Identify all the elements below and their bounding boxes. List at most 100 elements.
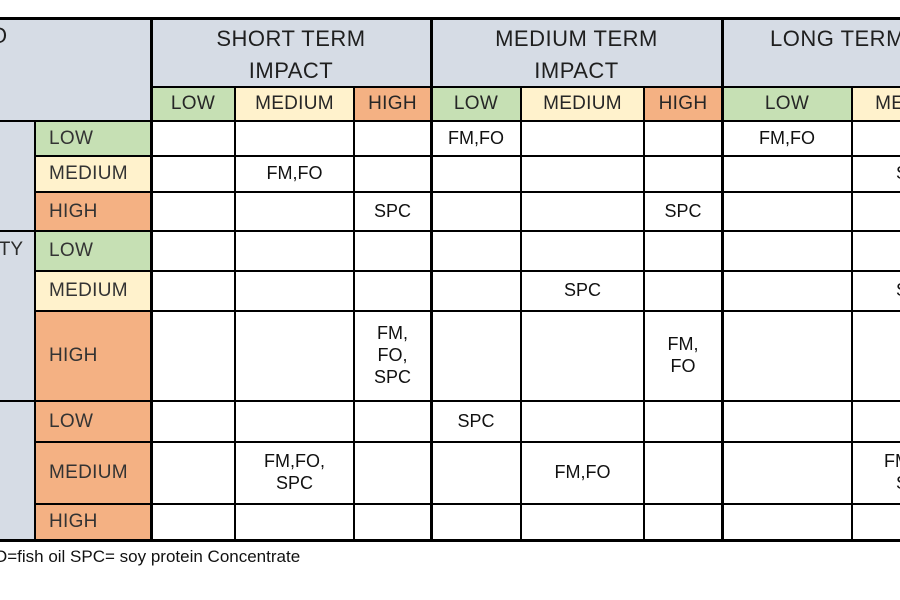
- row-label-high-2: HIGH: [36, 193, 152, 232]
- matrix-cell-r5-c5: SPC: [522, 272, 645, 312]
- matrix-cell-r5-c1: [152, 272, 236, 312]
- matrix-cell-r6-c8: [853, 312, 900, 402]
- risk-impact-matrix: O SHORT TERM IMPACT MEDIUM TERM IMPACT L…: [0, 17, 900, 542]
- subheader-short-medium: MEDIUM: [236, 88, 355, 122]
- matrix-cell-r9-c5: [522, 505, 645, 542]
- matrix-cell-r7-c6: [645, 402, 723, 443]
- row-label-low-0: LOW: [36, 122, 152, 157]
- matrix-cell-r6-c4: [432, 312, 522, 402]
- matrix-cell-r8-c1: [152, 443, 236, 505]
- matrix-cell-r3-c7: [723, 193, 853, 232]
- matrix-cell-r4-c7: [723, 232, 853, 272]
- matrix-cell-r2-c4: [432, 157, 522, 193]
- matrix-cell-r1-c5: [522, 122, 645, 157]
- row-label-medium-7: MEDIUM: [36, 443, 152, 505]
- matrix-cell-r5-c3: [355, 272, 432, 312]
- matrix-cell-r7-c3: [355, 402, 432, 443]
- matrix-cell-r8-c2: FM,FO, SPC: [236, 443, 355, 505]
- matrix-cell-r9-c6: [645, 505, 723, 542]
- row-label-high-8: HIGH: [36, 505, 152, 542]
- subheader-medium-medium: MEDIUM: [522, 88, 645, 122]
- matrix-cell-r3-c2: [236, 193, 355, 232]
- matrix-cell-r3-c3: SPC: [355, 193, 432, 232]
- matrix-cell-r5-c7: [723, 272, 853, 312]
- matrix-cell-r7-c1: [152, 402, 236, 443]
- corner-text-fragment: O: [0, 23, 7, 49]
- matrix-cell-r5-c2: [236, 272, 355, 312]
- matrix-cell-r9-c1: [152, 505, 236, 542]
- matrix-cell-r5-c8: SPC: [853, 272, 900, 312]
- matrix-cell-r2-c8: SPC: [853, 157, 900, 193]
- subheader-medium-low: LOW: [432, 88, 522, 122]
- matrix-cell-r6-c1: [152, 312, 236, 402]
- matrix-cell-r9-c8: [853, 505, 900, 542]
- subheader-short-high: HIGH: [355, 88, 432, 122]
- matrix-cell-r7-c2: [236, 402, 355, 443]
- subheader-medium-high: HIGH: [645, 88, 723, 122]
- legend-note: O=fish oil SPC= soy protein Concentrate: [0, 547, 301, 566]
- group-label-2: TY: [0, 232, 36, 402]
- matrix-cell-r6-c3: FM, FO, SPC: [355, 312, 432, 402]
- matrix-cell-r3-c5: [522, 193, 645, 232]
- matrix-cell-r1-c1: [152, 122, 236, 157]
- matrix-cell-r4-c2: [236, 232, 355, 272]
- matrix-cell-r1-c6: [645, 122, 723, 157]
- row-label-low-3: LOW: [36, 232, 152, 272]
- group-label-1: [0, 122, 36, 232]
- matrix-cell-r6-c6: FM, FO: [645, 312, 723, 402]
- matrix-cell-r4-c1: [152, 232, 236, 272]
- matrix-cell-r3-c4: [432, 193, 522, 232]
- group-label-3: [0, 402, 36, 542]
- row-label-medium-1: MEDIUM: [36, 157, 152, 193]
- matrix-cell-r8-c4: [432, 443, 522, 505]
- column-header-medium-term-impact: MEDIUM TERM IMPACT: [432, 20, 723, 88]
- matrix-cell-r3-c1: [152, 193, 236, 232]
- matrix-cell-r4-c8: [853, 232, 900, 272]
- matrix-cell-r2-c6: [645, 157, 723, 193]
- matrix-cell-r9-c2: [236, 505, 355, 542]
- matrix-cell-r6-c2: [236, 312, 355, 402]
- matrix-cell-r9-c3: [355, 505, 432, 542]
- matrix-cell-r1-c7: FM,FO: [723, 122, 853, 157]
- matrix-cell-r2-c1: [152, 157, 236, 193]
- matrix-cell-r4-c3: [355, 232, 432, 272]
- subheader-short-low: LOW: [152, 88, 236, 122]
- matrix-cell-r5-c4: [432, 272, 522, 312]
- matrix-cell-r4-c5: [522, 232, 645, 272]
- matrix-cell-r8-c3: [355, 443, 432, 505]
- matrix-cell-r1-c3: [355, 122, 432, 157]
- matrix-cell-r7-c7: [723, 402, 853, 443]
- subheader-long-medium: MEDIUM: [853, 88, 900, 122]
- corner-cell: O: [0, 20, 152, 122]
- matrix-cell-r8-c6: [645, 443, 723, 505]
- matrix-cell-r2-c3: [355, 157, 432, 193]
- matrix-cell-r7-c4: SPC: [432, 402, 522, 443]
- matrix-cell-r7-c8: [853, 402, 900, 443]
- matrix-cell-r1-c8: [853, 122, 900, 157]
- matrix-cell-r7-c5: [522, 402, 645, 443]
- matrix-cell-r6-c7: [723, 312, 853, 402]
- matrix-cell-r3-c8: [853, 193, 900, 232]
- matrix-cell-r1-c2: [236, 122, 355, 157]
- column-header-short-term-impact: SHORT TERM IMPACT: [152, 20, 432, 88]
- matrix-cell-r8-c7: [723, 443, 853, 505]
- matrix-cell-r6-c5: [522, 312, 645, 402]
- column-header-long-term-impact: LONG TERM IMPACT: [723, 20, 900, 88]
- matrix-cell-r8-c8: FM,FO, SPC: [853, 443, 900, 505]
- subheader-long-low: LOW: [723, 88, 853, 122]
- matrix-cell-r4-c6: [645, 232, 723, 272]
- matrix-cell-r1-c4: FM,FO: [432, 122, 522, 157]
- matrix-cell-r9-c7: [723, 505, 853, 542]
- matrix-cell-r4-c4: [432, 232, 522, 272]
- row-label-high-5: HIGH: [36, 312, 152, 402]
- matrix-cell-r2-c5: [522, 157, 645, 193]
- matrix-cell-r2-c2: FM,FO: [236, 157, 355, 193]
- matrix-cell-r8-c5: FM,FO: [522, 443, 645, 505]
- matrix-cell-r3-c6: SPC: [645, 193, 723, 232]
- matrix-cell-r9-c4: [432, 505, 522, 542]
- row-label-medium-4: MEDIUM: [36, 272, 152, 312]
- matrix-cell-r5-c6: [645, 272, 723, 312]
- row-label-low-6: LOW: [36, 402, 152, 443]
- matrix-cell-r2-c7: [723, 157, 853, 193]
